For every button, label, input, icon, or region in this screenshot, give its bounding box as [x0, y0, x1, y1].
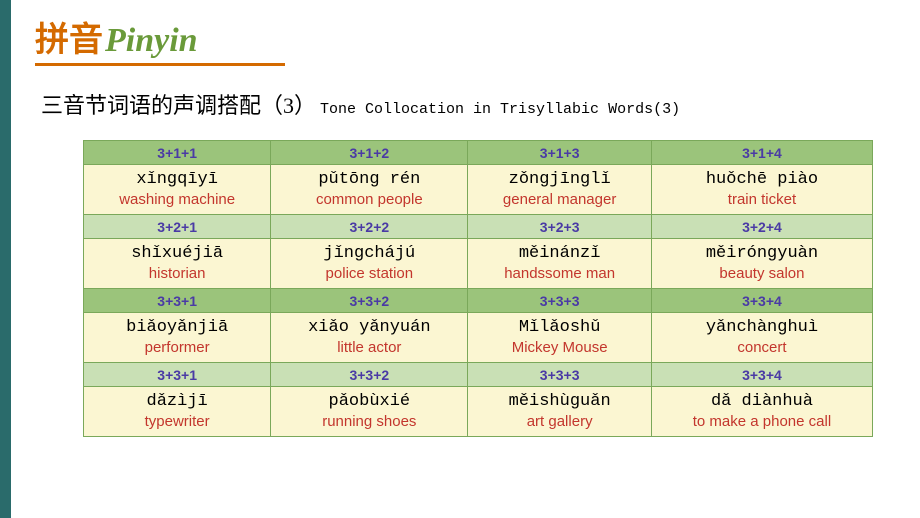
pinyin: jǐnɡchájú — [275, 244, 463, 264]
header-row-4: 3+3+1 3+3+2 3+3+3 3+3+4 — [84, 363, 873, 387]
cell: pǎobùxiérunning shoes — [271, 387, 468, 437]
pinyin: biǎoyǎnjiā — [88, 318, 266, 338]
subtitle-chinese: 三音节词语的声调搭配（3） — [41, 93, 316, 118]
pinyin: huǒchē piào — [656, 170, 868, 190]
pinyin: dǎzìjī — [88, 392, 266, 412]
hdr: 3+3+2 — [271, 289, 468, 313]
cell: dǎzìjītypewriter — [84, 387, 271, 437]
hdr: 3+1+2 — [271, 141, 468, 165]
english: art gallery — [472, 413, 647, 431]
hdr: 3+2+1 — [84, 215, 271, 239]
pinyin: měirónɡyuàn — [656, 244, 868, 264]
cell: MǐlǎoshǔMickey Mouse — [468, 313, 652, 363]
pinyin: zǒnɡjīnɡlǐ — [472, 170, 647, 190]
cell: dǎ diànhuàto make a phone call — [651, 387, 872, 437]
pinyin: xiǎo yǎnyuán — [275, 318, 463, 338]
hdr: 3+1+4 — [651, 141, 872, 165]
hdr: 3+1+1 — [84, 141, 271, 165]
data-row-1: xǐnɡqīyīwashing machine pǔtōnɡ réncommon… — [84, 165, 873, 215]
left-accent-bar — [0, 0, 11, 518]
cell: xiǎo yǎnyuánlittle actor — [271, 313, 468, 363]
english: general manager — [472, 191, 647, 209]
english: performer — [88, 339, 266, 357]
cell: jǐnɡchájúpolice station — [271, 239, 468, 289]
cell: xǐnɡqīyīwashing machine — [84, 165, 271, 215]
hdr: 3+3+3 — [468, 289, 652, 313]
table-wrap: 3+1+1 3+1+2 3+1+3 3+1+4 xǐnɡqīyīwashing … — [83, 140, 873, 437]
cell: huǒchē piàotrain ticket — [651, 165, 872, 215]
subtitle-row: 三音节词语的声调搭配（3）Tone Collocation in Trisyll… — [41, 88, 902, 120]
pinyin: dǎ diànhuà — [656, 392, 868, 412]
english: typewriter — [88, 413, 266, 431]
header-row-2: 3+2+1 3+2+2 3+2+3 3+2+4 — [84, 215, 873, 239]
english: train ticket — [656, 191, 868, 209]
cell: měishùɡuǎnart gallery — [468, 387, 652, 437]
pinyin: pǎobùxié — [275, 392, 463, 412]
header-row-3: 3+3+1 3+3+2 3+3+3 3+3+4 — [84, 289, 873, 313]
pinyin: měinánzǐ — [472, 244, 647, 264]
english: police station — [275, 265, 463, 283]
hdr: 3+1+3 — [468, 141, 652, 165]
cell: yǎnchànɡhuìconcert — [651, 313, 872, 363]
pinyin: pǔtōnɡ rén — [275, 170, 463, 190]
english: historian — [88, 265, 266, 283]
cell: měinánzǐhandssome man — [468, 239, 652, 289]
hdr: 3+3+1 — [84, 363, 271, 387]
hdr: 3+2+2 — [271, 215, 468, 239]
hdr: 3+3+1 — [84, 289, 271, 313]
title-chinese: 拼音 — [35, 21, 103, 59]
data-row-4: dǎzìjītypewriter pǎobùxiérunning shoes m… — [84, 387, 873, 437]
cell: shǐxuéjiāhistorian — [84, 239, 271, 289]
tone-table: 3+1+1 3+1+2 3+1+3 3+1+4 xǐnɡqīyīwashing … — [83, 140, 873, 437]
title-row: 拼音Pinyin — [35, 12, 902, 66]
title-english: Pinyin — [105, 22, 198, 59]
hdr: 3+3+4 — [651, 289, 872, 313]
english: beauty salon — [656, 265, 868, 283]
pinyin: Mǐlǎoshǔ — [472, 318, 647, 338]
cell: pǔtōnɡ réncommon people — [271, 165, 468, 215]
cell: zǒnɡjīnɡlǐgeneral manager — [468, 165, 652, 215]
english: common people — [275, 191, 463, 209]
hdr: 3+2+3 — [468, 215, 652, 239]
cell: biǎoyǎnjiāperformer — [84, 313, 271, 363]
data-row-2: shǐxuéjiāhistorian jǐnɡchájúpolice stati… — [84, 239, 873, 289]
pinyin: xǐnɡqīyī — [88, 170, 266, 190]
hdr: 3+3+4 — [651, 363, 872, 387]
data-row-3: biǎoyǎnjiāperformer xiǎo yǎnyuánlittle a… — [84, 313, 873, 363]
english: running shoes — [275, 413, 463, 431]
header-row-1: 3+1+1 3+1+2 3+1+3 3+1+4 — [84, 141, 873, 165]
hdr: 3+3+2 — [271, 363, 468, 387]
pinyin: yǎnchànɡhuì — [656, 318, 868, 338]
cell: měirónɡyuànbeauty salon — [651, 239, 872, 289]
english: washing machine — [88, 191, 266, 209]
hdr: 3+2+4 — [651, 215, 872, 239]
title-underline — [35, 63, 285, 66]
hdr: 3+3+3 — [468, 363, 652, 387]
english: to make a phone call — [656, 413, 868, 431]
content-area: 拼音Pinyin 三音节词语的声调搭配（3）Tone Collocation i… — [11, 0, 920, 518]
english: handssome man — [472, 265, 647, 283]
pinyin: shǐxuéjiā — [88, 244, 266, 264]
pinyin: měishùɡuǎn — [472, 392, 647, 412]
english: Mickey Mouse — [472, 339, 647, 357]
subtitle-english: Tone Collocation in Trisyllabic Words(3) — [320, 101, 680, 118]
english: little actor — [275, 339, 463, 357]
english: concert — [656, 339, 868, 357]
